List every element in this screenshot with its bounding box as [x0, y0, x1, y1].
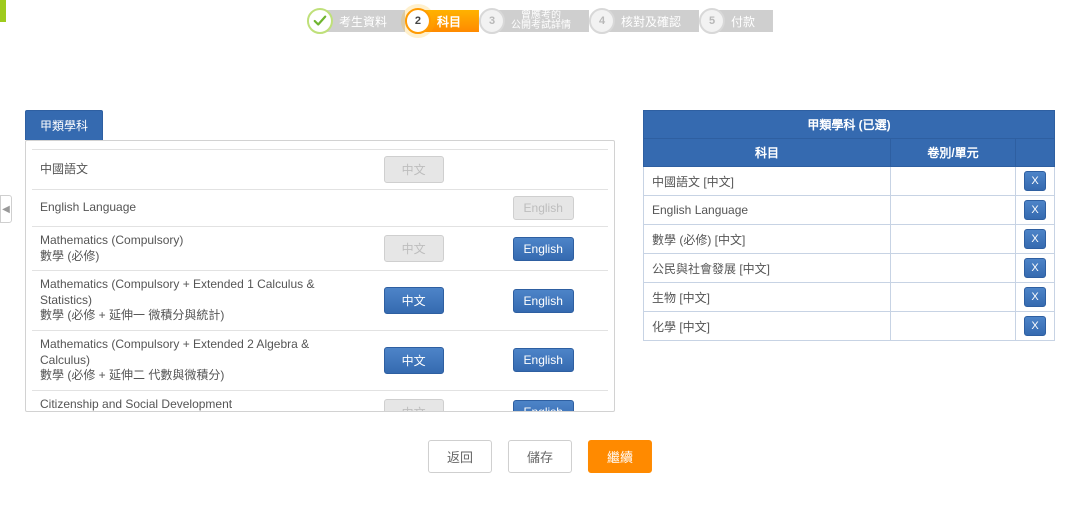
table-row: English Language X	[644, 196, 1055, 225]
select-en-button: English	[513, 196, 574, 220]
select-en-button[interactable]: English	[513, 348, 574, 372]
subjects-box: 中國語文中文English LanguageEnglishMathematics…	[25, 140, 615, 412]
table-row: 數學 (必修) [中文] X	[644, 225, 1055, 254]
action-bar: 返回 儲存 繼續	[428, 440, 652, 473]
select-zh-button: 中文	[384, 399, 444, 411]
progress-stepper: 考生資料 2 科目 3 曾應考的 公開考試詳情 4 核對及確認 5 付款	[307, 8, 773, 34]
table-row: Mathematics (Compulsory)數學 (必修) 中文 English	[32, 227, 608, 271]
selected-subject: English Language	[644, 196, 891, 225]
subject-name: Mathematics (Compulsory + Extended 1 Cal…	[32, 271, 349, 331]
save-button[interactable]: 儲存	[508, 440, 572, 473]
step-5: 5 付款	[699, 8, 773, 34]
selected-paper	[890, 225, 1015, 254]
selected-paper	[890, 167, 1015, 196]
select-zh-button: 中文	[384, 156, 444, 183]
step-4-number: 4	[589, 8, 615, 34]
remove-button[interactable]: X	[1024, 229, 1046, 249]
table-row: 化學 [中文] X	[644, 312, 1055, 341]
step-3-number: 3	[479, 8, 505, 34]
selected-subject: 生物 [中文]	[644, 283, 891, 312]
selected-paper	[890, 312, 1015, 341]
step-4-label: 核對及確認	[607, 10, 699, 32]
table-row: Citizenship and Social Development公民與社會發…	[32, 390, 608, 411]
table-row: 公民與社會發展 [中文] X	[644, 254, 1055, 283]
remove-button[interactable]: X	[1024, 287, 1046, 307]
select-zh-button: 中文	[384, 235, 444, 262]
selected-table: 甲類學科 (已選) 科目 卷別/單元 中國語文 [中文]XEnglish Lan…	[643, 110, 1055, 341]
selected-title: 甲類學科 (已選)	[644, 111, 1055, 139]
selected-subject: 公民與社會發展 [中文]	[644, 254, 891, 283]
table-row: 生物 [中文] X	[644, 283, 1055, 312]
subject-name: English Language	[32, 190, 349, 227]
step-5-number: 5	[699, 8, 725, 34]
selected-col-paper: 卷別/單元	[890, 139, 1015, 167]
step-2-number: 2	[405, 8, 431, 34]
selected-paper	[890, 254, 1015, 283]
remove-button[interactable]: X	[1024, 171, 1046, 191]
remove-button[interactable]: X	[1024, 200, 1046, 220]
back-button[interactable]: 返回	[428, 440, 492, 473]
step-1: 考生資料	[307, 8, 405, 34]
sidebar-toggle[interactable]: ◀	[0, 195, 12, 223]
step-4: 4 核對及確認	[589, 8, 699, 34]
table-row: Mathematics (Compulsory + Extended 2 Alg…	[32, 330, 608, 390]
selected-subject: 中國語文 [中文]	[644, 167, 891, 196]
table-row: 中國語文 中文	[32, 150, 608, 190]
subject-name: Mathematics (Compulsory)數學 (必修)	[32, 227, 349, 271]
step-5-label: 付款	[717, 10, 773, 32]
step-3: 3 曾應考的 公開考試詳情	[479, 8, 589, 34]
subject-name: Mathematics (Compulsory + Extended 2 Alg…	[32, 330, 349, 390]
select-en-button[interactable]: English	[513, 400, 574, 411]
select-zh-button[interactable]: 中文	[384, 347, 444, 374]
subjects-tab[interactable]: 甲類學科	[25, 110, 103, 140]
selected-paper	[890, 283, 1015, 312]
selected-subject: 數學 (必修) [中文]	[644, 225, 891, 254]
selected-col-subject: 科目	[644, 139, 891, 167]
selected-paper	[890, 196, 1015, 225]
continue-button[interactable]: 繼續	[588, 440, 652, 473]
step-2-label: 科目	[423, 10, 479, 32]
chevron-left-icon: ◀	[2, 204, 10, 215]
remove-button[interactable]: X	[1024, 258, 1046, 278]
table-row: 中國語文 [中文] X	[644, 167, 1055, 196]
subject-name: Citizenship and Social Development公民與社會發…	[32, 390, 349, 411]
table-row: Mathematics (Compulsory + Extended 1 Cal…	[32, 271, 608, 331]
select-en-button[interactable]: English	[513, 237, 574, 261]
select-zh-button[interactable]: 中文	[384, 287, 444, 314]
subjects-scroll[interactable]: 中國語文中文English LanguageEnglishMathematics…	[26, 141, 614, 411]
table-row: English Language English	[32, 190, 608, 227]
selected-subject: 化學 [中文]	[644, 312, 891, 341]
select-en-button[interactable]: English	[513, 289, 574, 313]
step-3-label: 曾應考的 公開考試詳情	[497, 10, 589, 32]
subject-name: 中國語文	[32, 150, 349, 190]
step-1-label: 考生資料	[325, 10, 405, 32]
subjects-table: 中國語文中文English LanguageEnglishMathematics…	[32, 149, 608, 411]
step-2: 2 科目	[405, 8, 479, 34]
check-icon	[307, 8, 333, 34]
remove-button[interactable]: X	[1024, 316, 1046, 336]
header-accent	[0, 0, 6, 22]
